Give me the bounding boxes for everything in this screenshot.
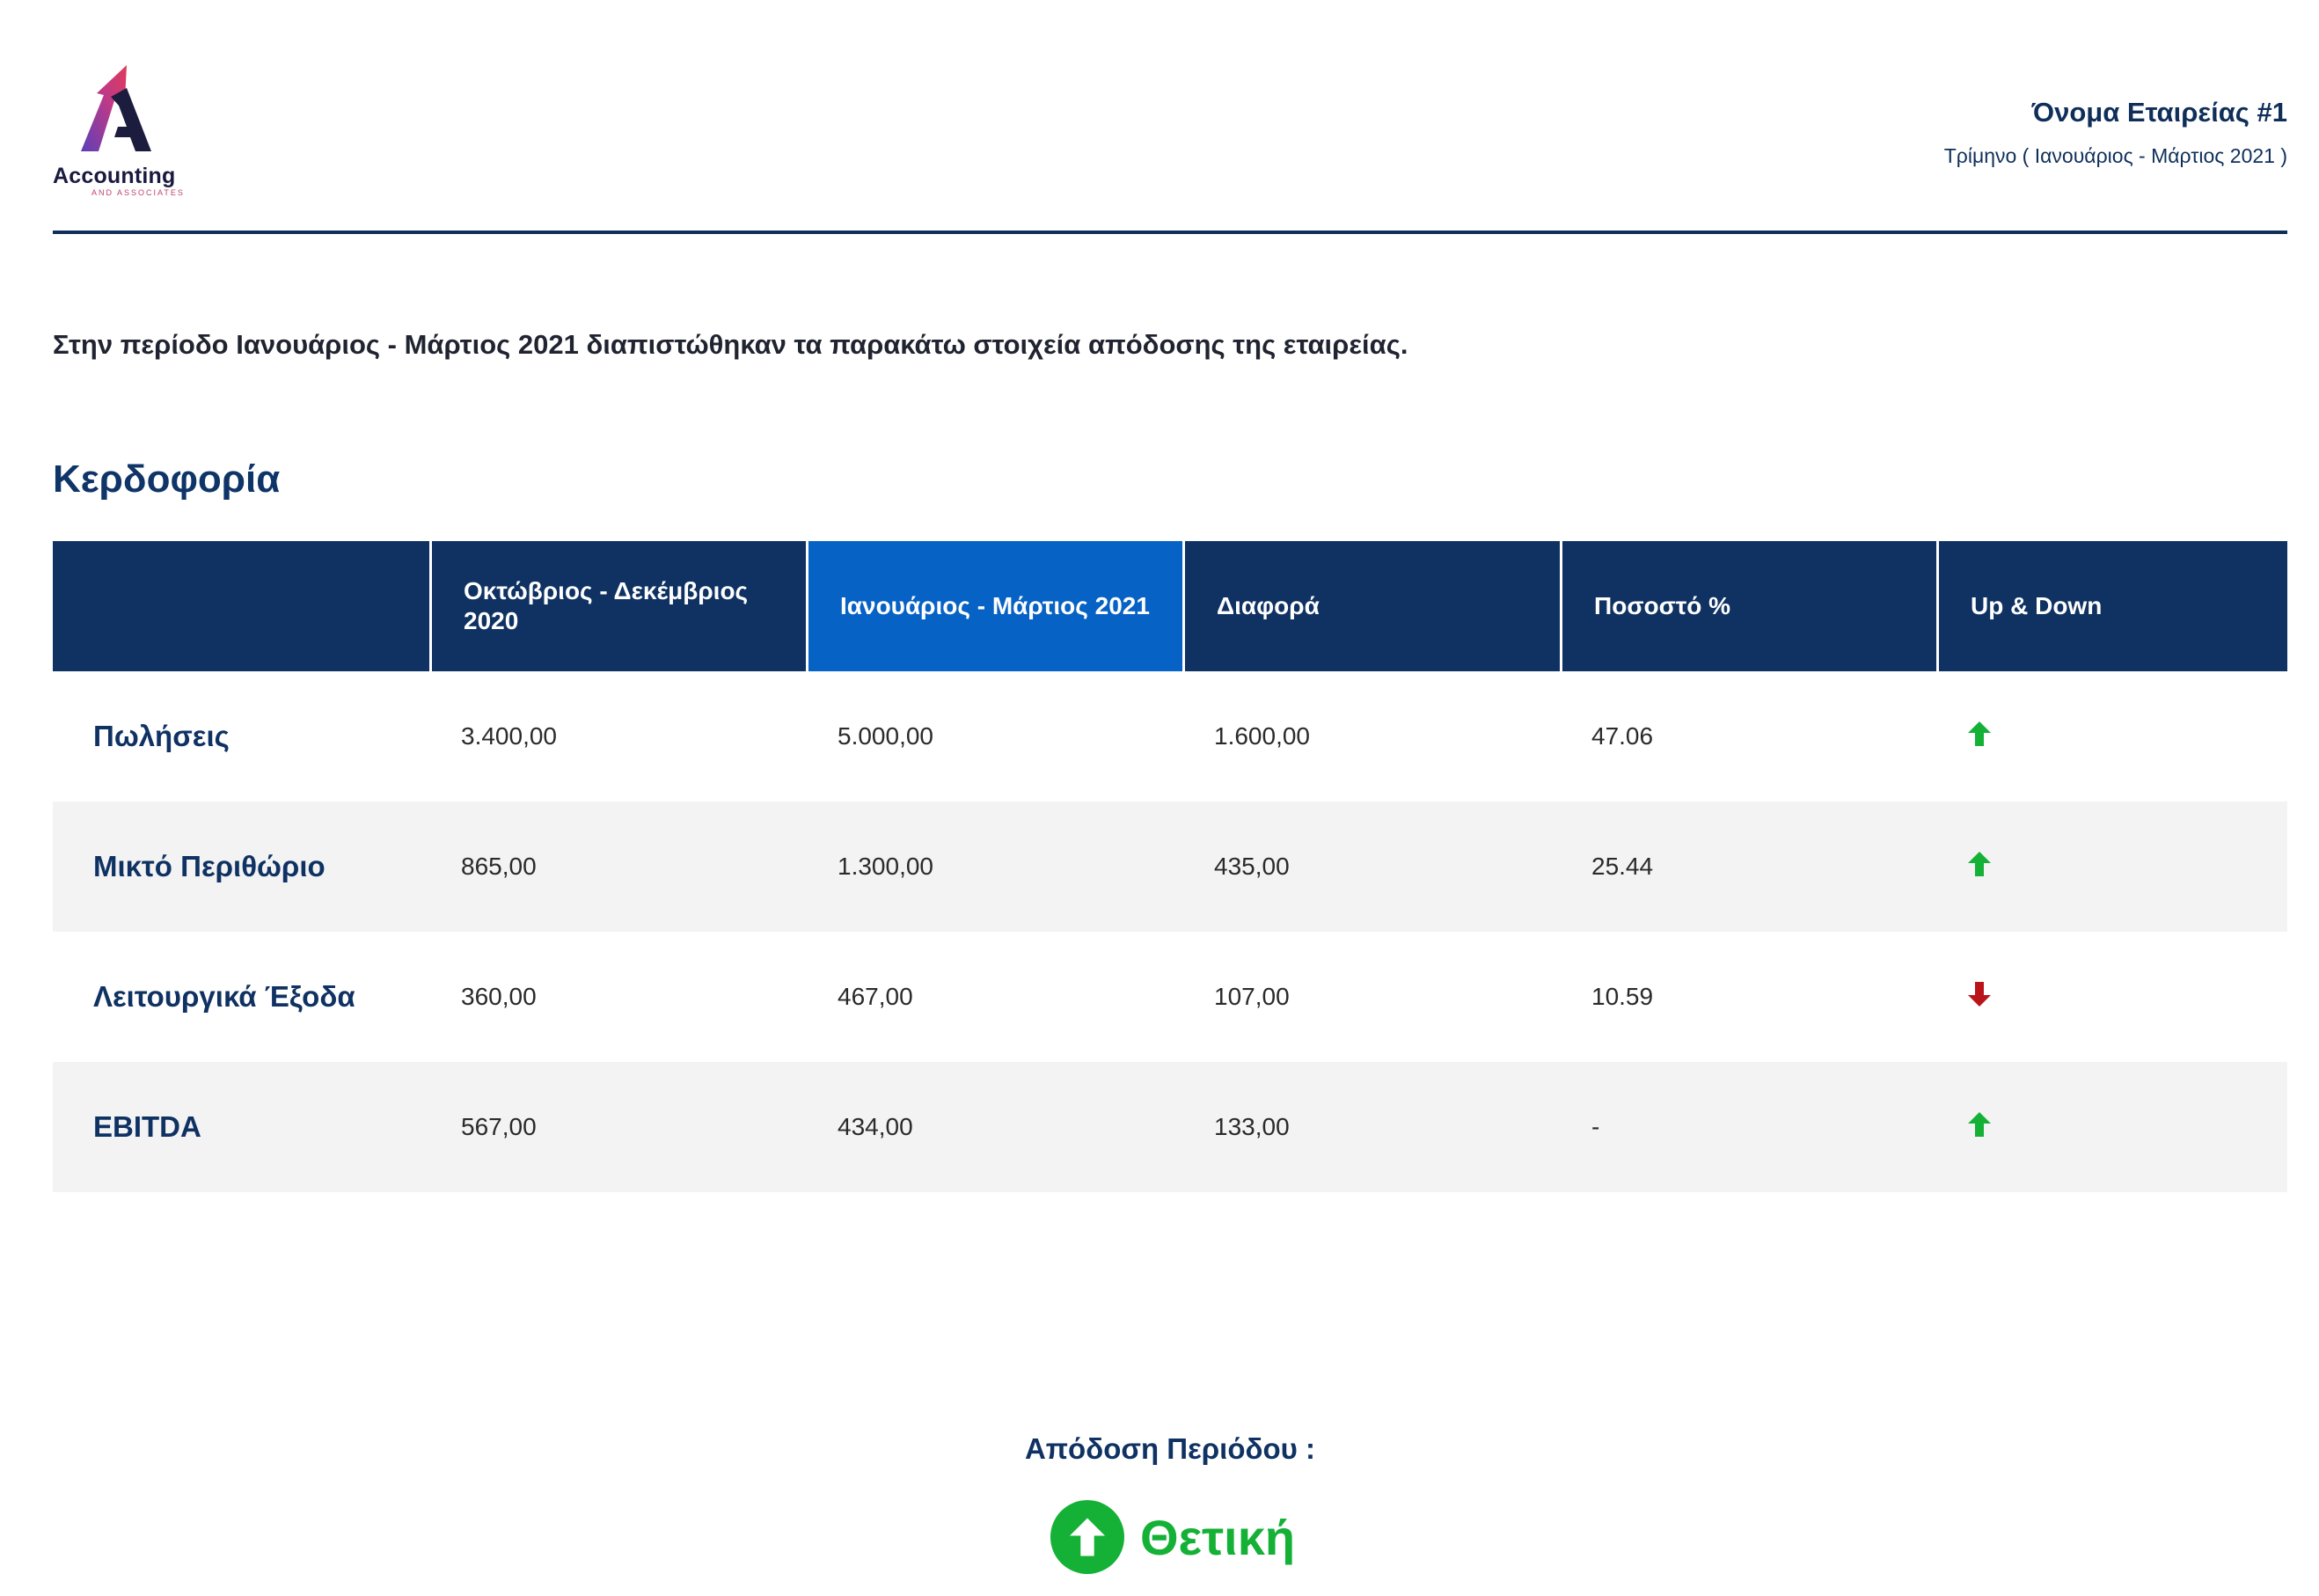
arrow-up-icon — [1968, 851, 1991, 876]
row-label: EBITDA — [93, 1110, 201, 1143]
table-header: Οκτώβριος - Δεκέμβριος 2020 Ιανουάριος -… — [53, 541, 2287, 671]
report-period: Τρίμηνο ( Ιανουάριος - Μάρτιος 2021 ) — [1943, 144, 2287, 167]
cell-percentage: 25.44 — [1591, 853, 1654, 880]
cell-current: 467,00 — [838, 983, 913, 1010]
company-name: Όνομα Εταιρείας #1 — [2031, 97, 2287, 128]
row-label: Μικτό Περιθώριο — [93, 850, 326, 882]
row-label: Πωλήσεις — [93, 720, 230, 752]
header-label-column — [53, 541, 429, 671]
cell-current: 5.000,00 — [838, 722, 933, 750]
header-current-period: Ιανουάριος - Μάρτιος 2021 — [806, 541, 1182, 671]
cell-trend — [1936, 981, 2287, 1013]
arrow-up-icon — [1968, 721, 1991, 746]
table-row: Μικτό Περιθώριο 865,00 1.300,00 435,00 2… — [53, 802, 2287, 932]
profitability-table: Οκτώβριος - Δεκέμβριος 2020 Ιανουάριος -… — [53, 541, 2287, 1192]
report-page: Accounting AND ASSOCIATES Όνομα Εταιρεία… — [53, 0, 2287, 1596]
header-difference: Διαφορά — [1182, 541, 1560, 671]
cell-difference: 435,00 — [1214, 853, 1290, 880]
cell-current: 434,00 — [838, 1113, 913, 1140]
logo-subtitle: AND ASSOCIATES — [91, 188, 185, 197]
cell-trend — [1936, 1111, 2287, 1143]
report-header: Accounting AND ASSOCIATES Όνομα Εταιρεία… — [53, 0, 2287, 234]
header-percentage: Ποσοστό % — [1560, 541, 1936, 671]
arrow-down-icon — [1968, 981, 1991, 1007]
cell-trend — [1936, 851, 2287, 882]
performance-label: Απόδοση Περιόδου : — [1024, 1432, 1316, 1465]
cell-difference: 1.600,00 — [1214, 722, 1310, 750]
cell-previous: 3.400,00 — [461, 722, 557, 750]
cell-previous: 865,00 — [461, 853, 537, 880]
header-previous-period: Οκτώβριος - Δεκέμβριος 2020 — [429, 541, 806, 671]
row-label: Λειτουργικά Έξοδα — [93, 980, 355, 1013]
arrow-up-icon — [1968, 1111, 1991, 1137]
header-up-down: Up & Down — [1936, 541, 2287, 671]
table-row: EBITDA 567,00 434,00 133,00 - — [53, 1062, 2287, 1192]
logo-mark-icon — [81, 65, 151, 151]
cell-current: 1.300,00 — [838, 853, 933, 880]
performance-value: Θετική — [1140, 1509, 1296, 1565]
cell-difference: 133,00 — [1214, 1113, 1290, 1140]
cell-percentage: - — [1591, 1113, 1600, 1140]
cell-percentage: 47.06 — [1591, 722, 1654, 750]
table-row: Λειτουργικά Έξοδα 360,00 467,00 107,00 1… — [53, 932, 2287, 1062]
company-info: Όνομα Εταιρείας #1 Τρίμηνο ( Ιανουάριος … — [1944, 97, 2287, 168]
section-title: Κερδοφορία — [53, 458, 281, 501]
cell-trend — [1936, 721, 2287, 752]
intro-text: Στην περίοδο Ιανουάριος - Μάρτιος 2021 δ… — [53, 329, 1408, 360]
cell-percentage: 10.59 — [1591, 983, 1654, 1010]
table-row: Πωλήσεις 3.400,00 5.000,00 1.600,00 47.0… — [53, 671, 2287, 802]
cell-difference: 107,00 — [1214, 983, 1290, 1010]
arrow-up-circle-icon — [1050, 1500, 1124, 1574]
performance-indicator: Θετική — [1050, 1499, 1295, 1575]
cell-previous: 360,00 — [461, 983, 537, 1010]
logo-title: Accounting — [53, 164, 176, 188]
cell-previous: 567,00 — [461, 1113, 537, 1140]
company-logo — [53, 63, 194, 204]
